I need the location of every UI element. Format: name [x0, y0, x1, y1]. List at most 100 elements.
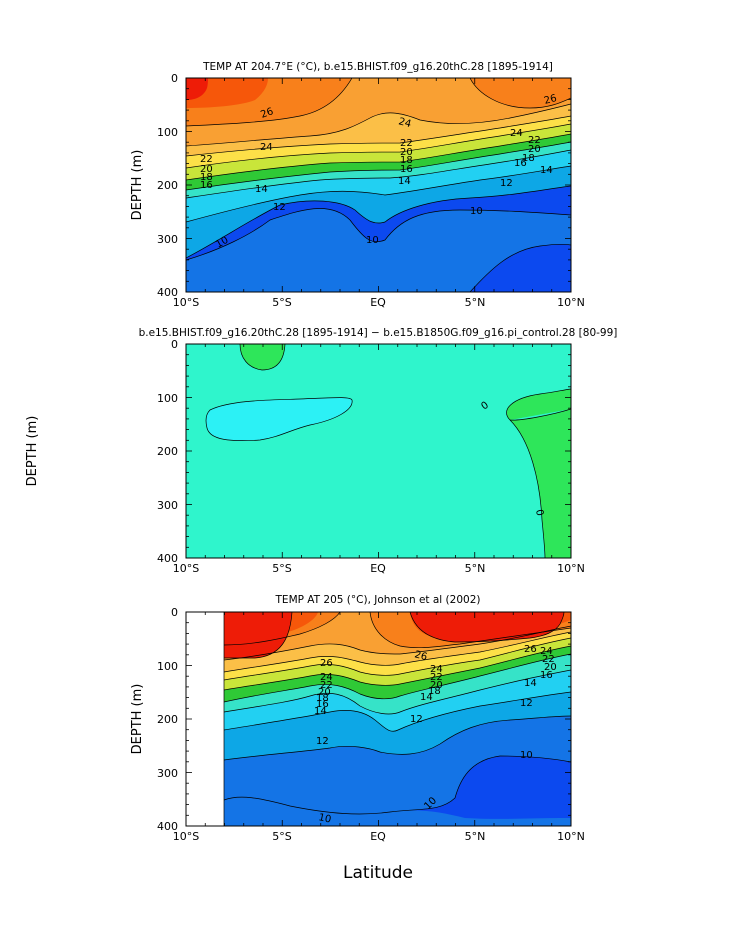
p1-clabel-24: 10 [470, 206, 483, 217]
p2-clabel-1: 0 [533, 509, 545, 517]
panel-1-ylabel: DEPTH (m) [130, 150, 145, 221]
p1-line-5 [186, 123, 571, 169]
p3-clabel-2: 26 [524, 644, 537, 655]
p1-clabel-18: 14 [398, 176, 411, 187]
p1-clabel-17: 14 [255, 184, 268, 195]
panel-2-fill [186, 344, 571, 558]
p1-clabel-4: 24 [510, 128, 523, 139]
p3-xtick-0: 10°S [173, 830, 199, 843]
p3-clabel-14: 16 [316, 699, 329, 710]
p1-clabel-3: 24 [260, 142, 273, 153]
p3-clabel-1: 26 [413, 649, 428, 663]
p1-line-10 [186, 185, 571, 259]
p2-xtick-2: EQ [370, 562, 386, 575]
p1-xtick-2: EQ [370, 296, 386, 309]
panel-3-xlabel: Latitude [343, 863, 413, 883]
p3-ytick-2: 200 [157, 713, 178, 726]
band-p1-dark [470, 244, 571, 292]
panel-1-ticks: 10°S 5°S EQ 5°N 10°N 0 100 200 300 400 [157, 72, 585, 309]
p3-clabel-6: 22 [320, 680, 333, 691]
panel-3-contour-labels: 26 26 26 24 24 24 22 22 22 20 20 20 18 1… [314, 644, 557, 826]
panel-3-ticks: 10°S 5°S EQ 5°N 10°N 0 100 200 300 400 [157, 606, 585, 843]
p1-clabel-13: 18 [522, 153, 535, 164]
p3-ytick-0: 0 [171, 606, 178, 619]
p3-line-13 [223, 755, 571, 815]
p3-clabel-20: 12 [520, 698, 533, 709]
p1-xtick-4: 10°N [557, 296, 585, 309]
p1-clabel-8: 20 [200, 164, 213, 175]
p1-clabel-14: 16 [200, 180, 213, 191]
p3-clabel-15: 16 [540, 670, 553, 681]
p1-line-6 [186, 133, 571, 181]
p3-clabel-21: 12 [316, 736, 329, 747]
p1-clabel-10: 20 [528, 144, 541, 155]
p1-clabel-12: 18 [400, 155, 413, 166]
p3-line-11 [223, 691, 571, 732]
panel-1-contour-lines [186, 78, 571, 292]
p3-ytick-1: 100 [157, 660, 178, 673]
p2-ytick-3: 300 [157, 499, 178, 512]
panel-1-fill [186, 78, 571, 292]
p3-line-8 [223, 645, 571, 691]
p1-ytick-2: 200 [157, 179, 178, 192]
p3-clabel-24: 10 [520, 750, 533, 761]
p3-line-3 [223, 612, 341, 646]
p3-xtick-2: EQ [370, 830, 386, 843]
p3-ytick-3: 300 [157, 767, 178, 780]
p1-clabel-23: 10 [366, 235, 379, 246]
p1-clabel-11: 18 [200, 172, 213, 183]
band-p2-top-pos [240, 344, 285, 370]
p3-line-10 [223, 669, 571, 715]
p3-clabel-19: 12 [410, 714, 423, 725]
p2-xtick-4: 10°N [557, 562, 585, 575]
p3-line-6 [223, 631, 571, 673]
band-p3-blank [186, 612, 224, 826]
band-p3-28 [224, 612, 564, 658]
p1-xtick-0: 10°S [173, 296, 199, 309]
p1-ytick-4: 400 [157, 286, 178, 299]
p1-clabel-20: 12 [273, 202, 286, 213]
p3-clabel-4: 24 [430, 664, 443, 675]
p3-clabel-13: 18 [428, 686, 441, 697]
p3-line-5 [223, 625, 571, 661]
p1-clabel-9: 20 [400, 147, 413, 158]
panel-3: TEMP AT 205 (°C), Johnson et al (2002) [130, 594, 585, 883]
p1-xtick-3: 5°N [465, 296, 486, 309]
p1-line-4 [186, 115, 571, 157]
p1-line-12 [469, 243, 571, 292]
panel-2: b.e15.BHIST.f09_g16.20thC.28 [1895-1914]… [25, 327, 617, 575]
p3-clabel-17: 14 [420, 692, 433, 703]
p2-ytick-0: 0 [171, 338, 178, 351]
p3-line-2 [409, 612, 565, 643]
p2-line-3 [509, 408, 571, 421]
p2-clabel-0: 0 [479, 400, 491, 413]
p3-clabel-16: 14 [314, 706, 327, 717]
p2-xtick-3: 5°N [465, 562, 486, 575]
p3-clabel-11: 20 [544, 662, 557, 673]
p2-line-4 [205, 397, 353, 442]
panel-1-title: TEMP AT 204.7°E (°C), b.e15.BHIST.f09_g1… [202, 61, 553, 73]
p1-clabel-16: 16 [514, 158, 527, 169]
tick-marks [185, 77, 572, 827]
p1-clabel-0: 26 [259, 106, 275, 121]
p2-line-1 [239, 344, 286, 371]
p1-clabel-21: 12 [500, 178, 513, 189]
p3-line-1 [224, 612, 293, 659]
p1-clabel-5: 22 [200, 154, 213, 165]
panel-3-contour-lines [223, 612, 571, 826]
band-p2-right-pos [506, 389, 571, 558]
p1-line-7 [186, 141, 571, 191]
panel-2-title: b.e15.BHIST.f09_g16.20thC.28 [1895-1914]… [139, 327, 618, 339]
p3-clabel-3: 24 [320, 672, 333, 683]
panel-3-title: TEMP AT 205 (°C), Johnson et al (2002) [275, 594, 481, 606]
p1-line-8 [186, 149, 571, 199]
panel-3-ylabel: DEPTH (m) [130, 684, 145, 755]
p3-clabel-18: 14 [524, 678, 537, 689]
p1-line-9 [186, 165, 571, 223]
band-p1-28 [186, 78, 208, 100]
band-p3-9 [224, 797, 571, 826]
panel-1: TEMP AT 204.7°E (°C), b.e15.BHIST.f09_g1… [130, 61, 585, 309]
p3-clabel-22: 10 [317, 812, 332, 825]
p3-ytick-4: 400 [157, 820, 178, 833]
p3-line-7 [223, 637, 571, 681]
